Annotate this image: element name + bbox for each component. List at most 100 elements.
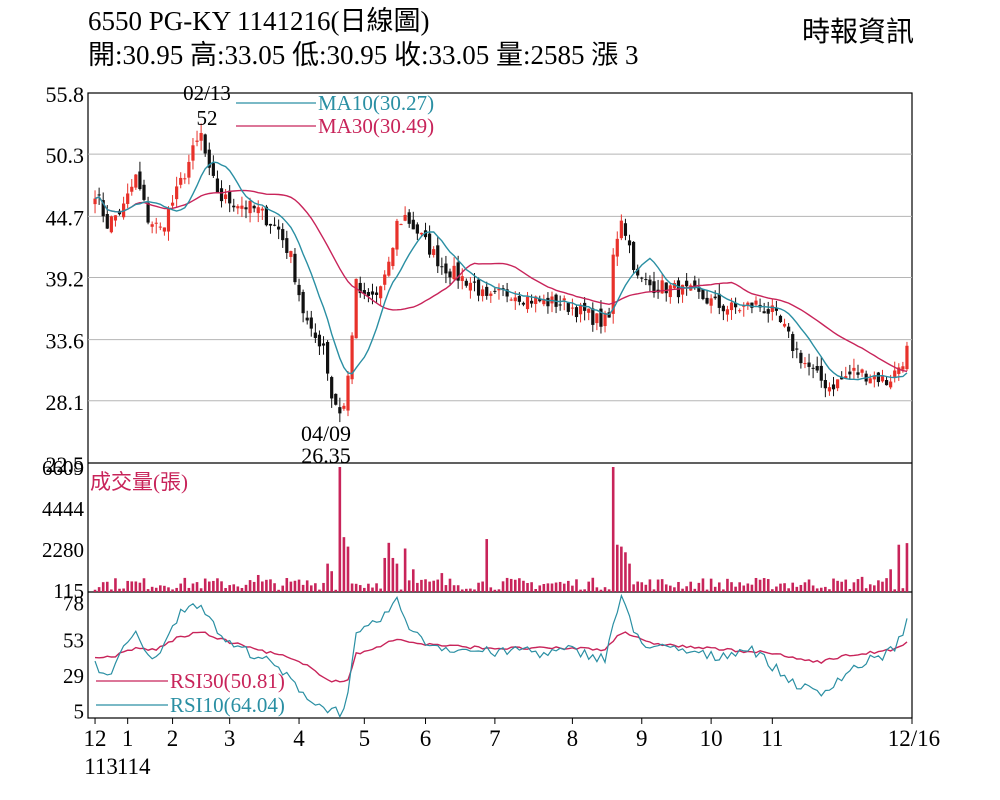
- x-tick-label: 8: [567, 726, 579, 751]
- candle-body: [354, 278, 358, 339]
- candle-body: [750, 302, 754, 308]
- volume-bar: [224, 588, 227, 592]
- volume-bars: [93, 467, 909, 592]
- volume-bar: [338, 467, 342, 592]
- candle-body: [644, 279, 648, 281]
- candle-body: [795, 348, 799, 350]
- candle-body: [130, 186, 134, 192]
- rsi10-legend-label: RSI10(64.04): [170, 693, 285, 717]
- candle-body: [705, 297, 709, 304]
- volume-bar: [416, 582, 419, 592]
- candle-body: [293, 253, 297, 283]
- ma30-line: [94, 189, 908, 373]
- candle-body: [485, 286, 489, 296]
- volume-bar: [509, 578, 513, 592]
- candle-body: [530, 300, 534, 304]
- candle-body: [762, 311, 766, 314]
- volume-bar: [689, 581, 693, 592]
- volume-bar: [534, 588, 537, 592]
- volume-bar: [273, 583, 276, 592]
- volume-bar: [285, 578, 289, 592]
- candle-body: [709, 298, 713, 306]
- candle-body: [399, 224, 403, 226]
- candle-body: [285, 238, 289, 253]
- volume-bar: [281, 585, 285, 592]
- candle-body: [693, 280, 697, 288]
- candle-body: [248, 200, 252, 214]
- candle-body: [317, 334, 322, 347]
- x-tick-label: 12/16: [888, 726, 940, 751]
- rsi-tick-label: 53: [63, 628, 84, 652]
- volume-bar: [93, 589, 97, 592]
- volume-bar: [819, 587, 823, 592]
- moving-averages: [94, 161, 908, 381]
- candle-body: [370, 291, 375, 295]
- candle-body: [905, 345, 909, 370]
- volume-bar: [146, 589, 150, 592]
- volume-bar: [738, 582, 741, 592]
- volume-bar: [603, 587, 607, 592]
- candle-body: [517, 296, 521, 302]
- volume-bar: [583, 589, 586, 592]
- candle-body: [232, 205, 236, 208]
- candle-body: [754, 300, 758, 305]
- volume-bar: [889, 569, 892, 592]
- volume-bar: [130, 581, 134, 592]
- candle-body: [374, 292, 379, 295]
- candle-body: [815, 366, 819, 371]
- candle-body: [175, 186, 179, 200]
- candle-body: [652, 281, 656, 294]
- volume-bar: [628, 563, 631, 592]
- volume-bar: [799, 584, 803, 592]
- candle-body: [819, 365, 823, 381]
- rsi-tick-label: 78: [63, 591, 84, 615]
- volume-bar: [367, 583, 370, 592]
- candle-body: [179, 177, 183, 185]
- candle-body: [640, 277, 644, 279]
- volume-bar: [363, 587, 366, 592]
- candle-body: [423, 230, 428, 238]
- volume-bar: [860, 576, 864, 592]
- candle-body: [595, 313, 599, 324]
- volume-bar: [150, 586, 154, 592]
- candle-body: [236, 206, 240, 209]
- volume-bar: [656, 579, 660, 592]
- candle-body: [195, 140, 199, 142]
- candle-body: [215, 178, 220, 193]
- volume-bar: [452, 585, 456, 592]
- candle-body: [636, 268, 640, 276]
- volume-bar: [309, 585, 313, 592]
- candle-body: [868, 378, 872, 384]
- volume-bar: [485, 539, 489, 592]
- candle-body: [313, 332, 317, 338]
- candle-body: [428, 233, 432, 255]
- candle-body: [493, 290, 497, 292]
- candle-body: [603, 312, 607, 327]
- candle-body: [334, 393, 338, 405]
- candle-body: [623, 223, 628, 236]
- rsi30-legend-label: RSI30(50.81): [170, 669, 285, 693]
- ma10-line: [94, 161, 908, 381]
- candle-body: [513, 297, 517, 302]
- candle-body: [358, 282, 362, 294]
- volume-bar: [864, 588, 868, 592]
- plot-frame: [87, 92, 913, 719]
- volume-bar: [848, 588, 852, 592]
- volume-bar: [301, 584, 305, 592]
- candle-body: [889, 381, 893, 388]
- candle-body: [391, 247, 395, 267]
- volume-bar: [575, 579, 578, 592]
- volume-bar: [183, 577, 187, 592]
- candle-body: [321, 343, 326, 346]
- candle-body: [880, 376, 885, 382]
- volume-bar: [530, 582, 533, 592]
- candle-body: [872, 375, 876, 380]
- volume-bar: [766, 579, 770, 592]
- volume-bar: [624, 552, 627, 592]
- volume-bar: [358, 585, 362, 592]
- volume-bar: [399, 589, 403, 592]
- volume-bar: [481, 581, 484, 592]
- volume-bar: [734, 586, 737, 592]
